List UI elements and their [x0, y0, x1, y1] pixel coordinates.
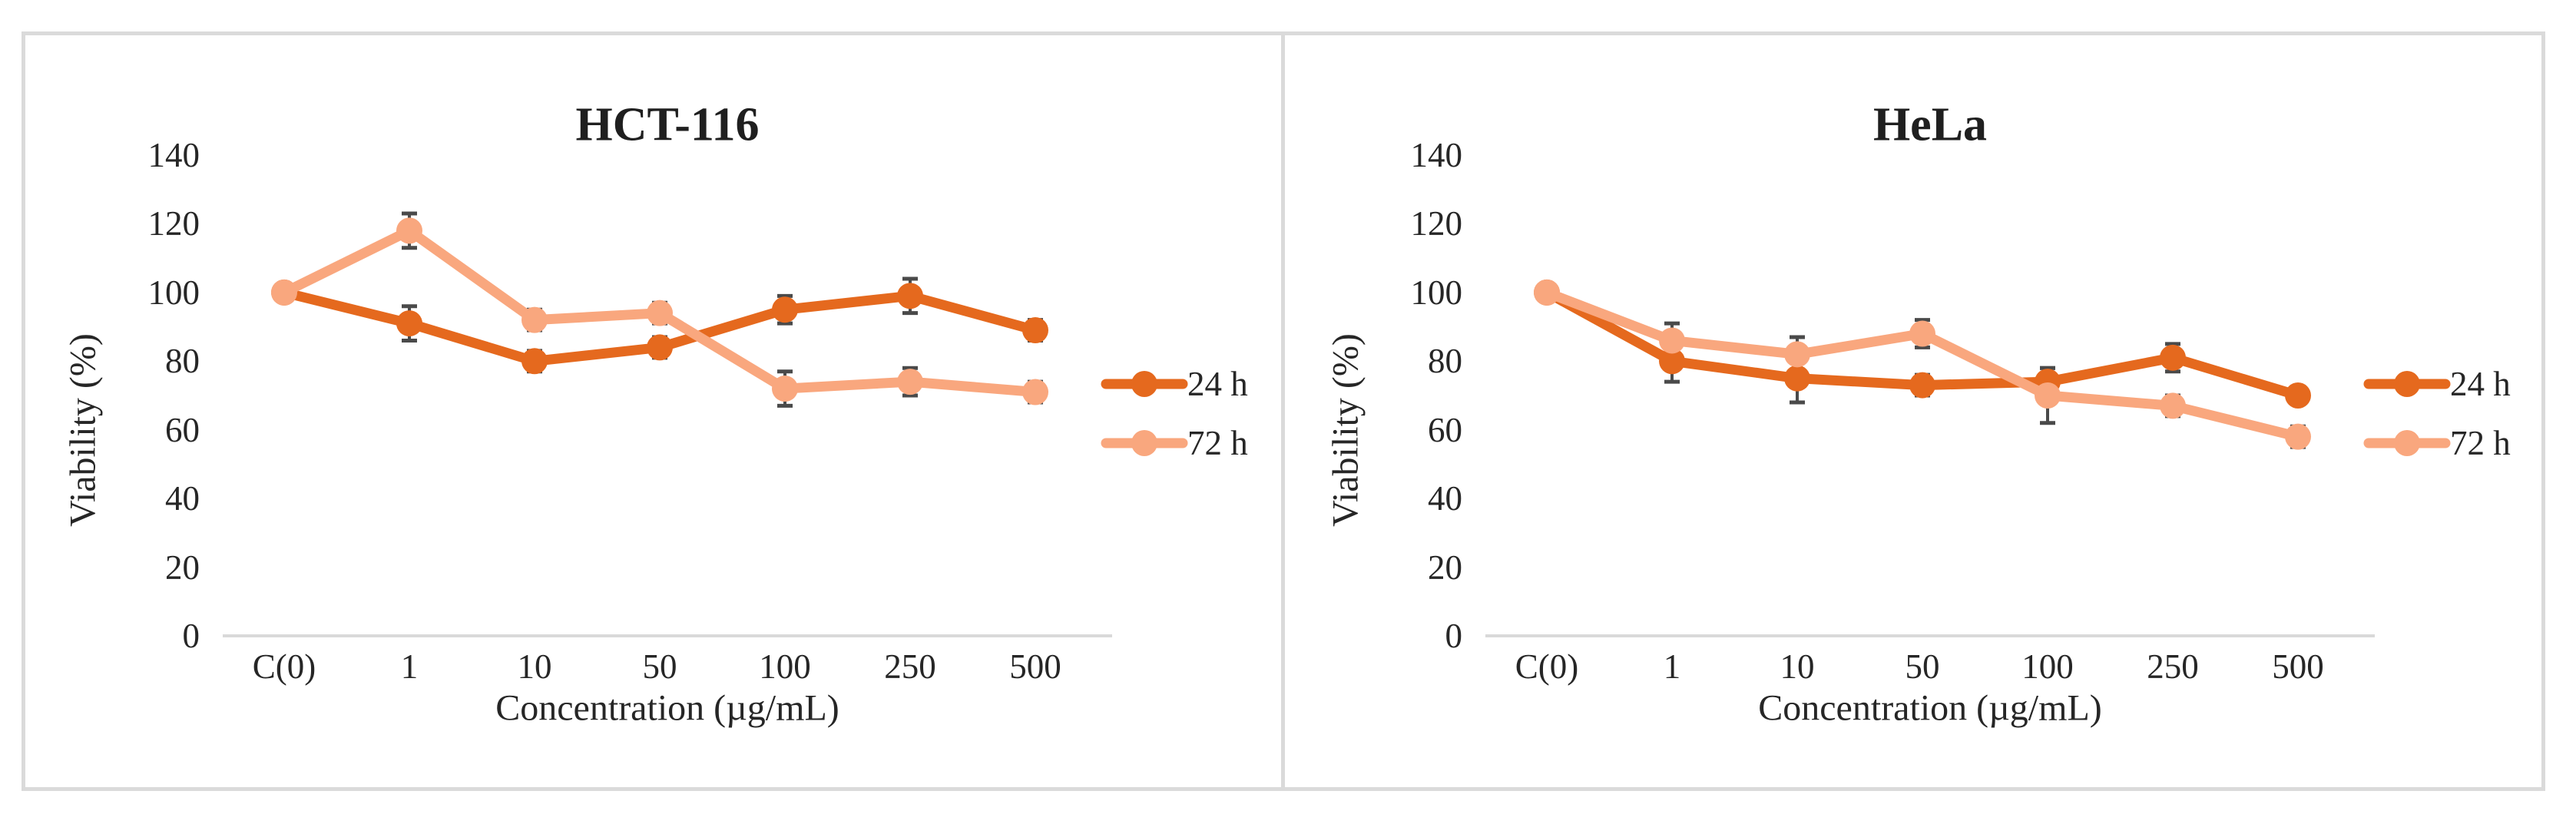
x-tick-label: 1 — [400, 647, 419, 686]
y-tick-label: 0 — [1445, 617, 1463, 655]
data-point-24-h — [521, 348, 548, 375]
y-tick-label: 140 — [1410, 136, 1463, 174]
data-point-72-h — [772, 376, 798, 402]
x-tick-label: 250 — [2147, 647, 2199, 686]
legend-label-72h: 72 h — [1187, 424, 1248, 462]
legend-label-72h: 72 h — [2450, 424, 2511, 462]
panel-divider — [1281, 31, 1285, 791]
y-tick-label: 80 — [165, 342, 200, 381]
legend-marker-24-h — [1101, 371, 1188, 397]
x-tick-label: 50 — [642, 647, 677, 686]
data-point-72-h — [2160, 392, 2186, 419]
y-tick-label: 20 — [1428, 548, 1462, 587]
legend-label-24h: 24 h — [2450, 365, 2511, 403]
data-point-72-h — [1659, 327, 1685, 354]
data-point-72-h — [1909, 320, 1935, 347]
legend-label-24h: 24 h — [1187, 365, 1248, 403]
y-tick-label: 0 — [182, 617, 200, 655]
data-point-72-h — [396, 217, 422, 244]
y-tick-label: 100 — [1410, 273, 1463, 312]
legend-marker-24-h — [2363, 371, 2451, 397]
legend-dot — [2394, 371, 2420, 397]
y-tick-label: 140 — [147, 136, 200, 174]
data-point-72-h — [2035, 382, 2061, 409]
data-point-24-h — [1909, 372, 1935, 399]
chart-title: HeLa — [1872, 98, 1988, 151]
y-tick-label: 120 — [1410, 204, 1463, 243]
x-tick-label: 1 — [1663, 647, 1681, 686]
y-tick-label: 100 — [147, 273, 200, 312]
data-point-24-h — [647, 334, 673, 361]
x-axis-title: Concentration (µg/mL) — [1758, 687, 2102, 729]
x-tick-label: C(0) — [1515, 647, 1579, 686]
data-point-24-h — [772, 296, 798, 323]
data-point-72-h — [271, 279, 297, 306]
legend-dot — [2394, 430, 2420, 456]
x-tick-label: 10 — [1780, 647, 1815, 686]
data-point-72-h — [2285, 423, 2311, 450]
x-tick-label: 500 — [1009, 647, 1061, 686]
data-point-72-h — [1784, 341, 1810, 368]
data-point-24-h — [1022, 317, 1048, 344]
x-tick-label: 100 — [759, 647, 811, 686]
y-tick-label: 40 — [1428, 479, 1462, 518]
chart-title: HCT-116 — [575, 98, 760, 151]
data-point-24-h — [2160, 344, 2186, 371]
data-point-72-h — [647, 299, 673, 326]
legend-marker-72-h — [2363, 430, 2451, 456]
data-point-72-h — [521, 306, 548, 333]
y-axis-title: Viability (%) — [62, 333, 104, 527]
legend-dot — [1131, 430, 1157, 456]
y-tick-label: 60 — [165, 410, 200, 449]
data-point-24-h — [396, 310, 422, 337]
legend-dot — [1131, 371, 1157, 397]
x-tick-label: 500 — [2272, 647, 2324, 686]
data-point-24-h — [1784, 365, 1810, 392]
data-point-24-h — [2285, 382, 2311, 409]
data-point-72-h — [1534, 279, 1560, 306]
legend-marker-72-h — [1101, 430, 1188, 456]
y-tick-label: 120 — [147, 204, 200, 243]
y-tick-label: 20 — [165, 548, 200, 587]
x-tick-label: 250 — [884, 647, 936, 686]
x-tick-label: 10 — [517, 647, 552, 686]
data-point-24-h — [1659, 348, 1685, 375]
y-tick-label: 80 — [1428, 342, 1462, 381]
data-point-72-h — [897, 369, 923, 395]
x-tick-label: 50 — [1905, 647, 1940, 686]
data-point-72-h — [1022, 379, 1048, 405]
y-axis-title: Viability (%) — [1325, 333, 1366, 527]
x-tick-label: C(0) — [252, 647, 316, 686]
y-tick-label: 40 — [165, 479, 200, 518]
y-tick-label: 60 — [1428, 410, 1462, 449]
x-tick-label: 100 — [2021, 647, 2074, 686]
x-axis-title: Concentration (µg/mL) — [495, 687, 839, 729]
data-point-24-h — [897, 283, 923, 309]
